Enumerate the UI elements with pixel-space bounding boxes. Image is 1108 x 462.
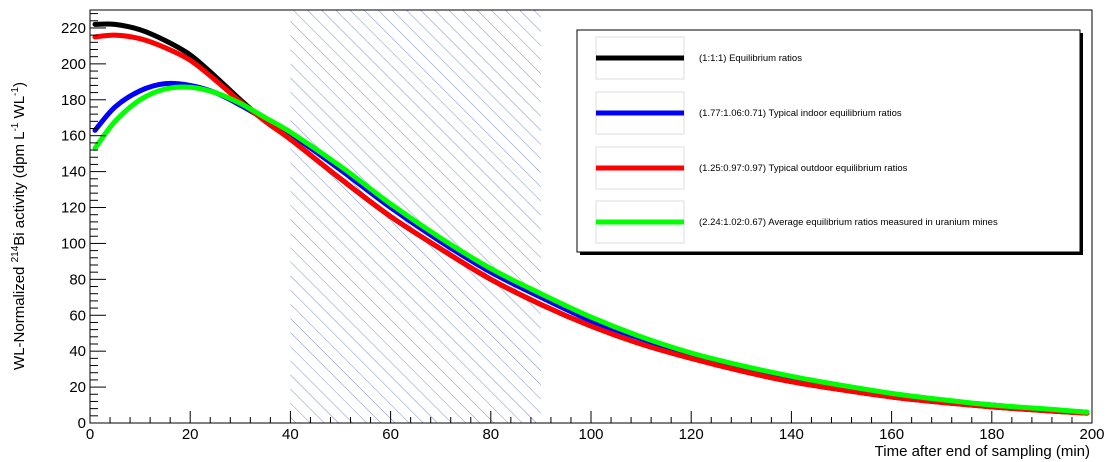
y-tick-label: 220 — [61, 20, 86, 37]
y-tick-label: 20 — [69, 379, 86, 396]
y-axis-title-part-4: ) — [11, 82, 28, 87]
legend-box-shadow-right — [1080, 33, 1083, 255]
y-tick-label: 60 — [69, 307, 86, 324]
y-tick-label: 80 — [69, 271, 86, 288]
y-tick-label: 120 — [61, 200, 86, 217]
series-line-outdoor — [92, 32, 1090, 416]
x-tick-label: 140 — [779, 426, 804, 443]
y-tick-label: 180 — [61, 92, 86, 109]
legend-label: (2.24:1.02:0.67) Average equilibrium rat… — [699, 217, 998, 228]
x-tick-label: 120 — [679, 426, 704, 443]
y-axis-title: WL-Normalized 214Bi activity (dpm L-1 WL… — [10, 82, 28, 370]
legend-item-indoor: (1.77:1.06:0.71) Typical indoor equilibr… — [595, 91, 902, 135]
y-tick-label: 160 — [61, 128, 86, 145]
legend-item-uranium-mines: (2.24:1.02:0.67) Average equilibrium rat… — [595, 200, 998, 244]
y-tick-label: 140 — [61, 164, 86, 181]
legend: (1:1:1) Equilibrium ratios (1.77:1.06:0.7… — [576, 29, 1083, 255]
legend-label: (1.77:1.06:0.71) Typical indoor equilibr… — [699, 108, 902, 119]
y-tick-label: 40 — [69, 343, 86, 360]
x-tick-label: 100 — [578, 426, 603, 443]
shaded-region — [290, 10, 541, 423]
y-axis-title-superscript-3: -1 — [10, 87, 21, 96]
x-tick-label: 40 — [282, 426, 299, 443]
x-tick-label: 20 — [182, 426, 199, 443]
y-axis-title-part-2: Bi activity (dpm L — [11, 132, 28, 246]
y-tick-label: 100 — [61, 235, 86, 252]
series-line-uranium-mines — [92, 84, 1090, 415]
y-axis: 0 20 40 60 80 100 120 140 160 180 200 220 — [61, 13, 106, 432]
x-tick-label: 0 — [86, 426, 94, 443]
x-tick-label: 60 — [382, 426, 399, 443]
x-tick-label: 180 — [979, 426, 1004, 443]
x-tick-label: 160 — [879, 426, 904, 443]
y-axis-title-superscript-1: 214 — [10, 245, 21, 262]
legend-item-outdoor: (1.25:0.97:0.97) Typical outdoor equilib… — [595, 146, 908, 190]
x-tick-label: 200 — [1079, 426, 1104, 443]
legend-label: (1.25:0.97:0.97) Typical outdoor equilib… — [699, 163, 908, 174]
x-axis: 0 20 40 60 80 100 120 140 160 180 200 — [86, 411, 1105, 443]
y-axis-title-part-1: WL-Normalized — [11, 262, 28, 370]
x-tick-label: 80 — [482, 426, 499, 443]
legend-box-shadow-bottom — [580, 252, 1083, 255]
y-tick-label: 0 — [78, 415, 86, 432]
y-axis-title-superscript-2: -1 — [10, 122, 21, 131]
legend-label: (1:1:1) Equilibrium ratios — [699, 53, 802, 64]
legend-item-equilibrium: (1:1:1) Equilibrium ratios — [595, 36, 802, 80]
y-tick-label: 200 — [61, 56, 86, 73]
x-axis-title: Time after end of sampling (min) — [875, 443, 1090, 460]
series-layer — [92, 21, 1090, 416]
y-axis-title-part-3: WL — [11, 96, 28, 123]
